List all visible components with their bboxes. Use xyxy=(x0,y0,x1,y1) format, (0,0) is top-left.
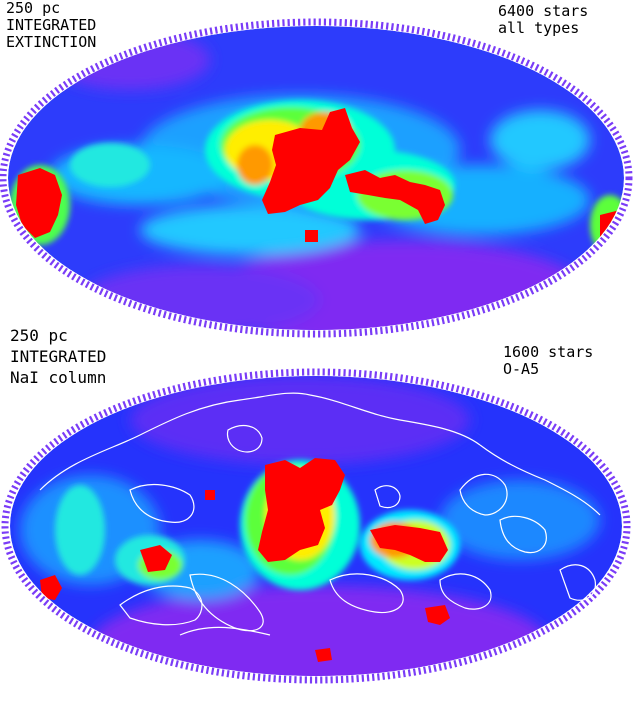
top-distance-label: 250 pc xyxy=(6,0,61,17)
bottom-quantity-label: NaI column xyxy=(10,367,107,387)
bottom-right-label: 1600 stars O-A5 xyxy=(503,344,593,378)
top-map-field xyxy=(8,26,624,330)
bottom-star-type-label: O-A5 xyxy=(503,359,540,378)
bottom-contour-lines xyxy=(39,392,601,636)
bottom-distance-label: 250 pc xyxy=(10,326,68,345)
bottom-star-count-label: 1600 stars xyxy=(503,343,594,361)
top-star-count-label: 6400 stars xyxy=(498,2,589,20)
bottom-high-column-regions xyxy=(40,458,450,662)
top-sky-map xyxy=(0,18,633,338)
top-right-label: 6400 stars all types xyxy=(498,3,588,37)
bottom-left-label: 250 pc INTEGRATED NaI column xyxy=(10,326,106,388)
top-star-type-label: all types xyxy=(498,18,580,37)
bottom-map-outline xyxy=(1,368,631,684)
top-map-outline xyxy=(0,18,633,338)
bottom-map-panel: 250 pc INTEGRATED NaI column 1600 stars … xyxy=(0,326,633,705)
top-left-label: 250 pc INTEGRATED EXTINCTION xyxy=(6,0,96,50)
bottom-sky-map xyxy=(1,368,631,684)
top-method-label: INTEGRATED xyxy=(6,15,97,34)
top-quantity-label: EXTINCTION xyxy=(6,32,97,51)
bottom-map-field xyxy=(10,376,622,676)
top-map-panel: 250 pc INTEGRATED EXTINCTION 6400 stars … xyxy=(0,0,633,350)
bottom-method-label: INTEGRATED xyxy=(10,346,107,366)
